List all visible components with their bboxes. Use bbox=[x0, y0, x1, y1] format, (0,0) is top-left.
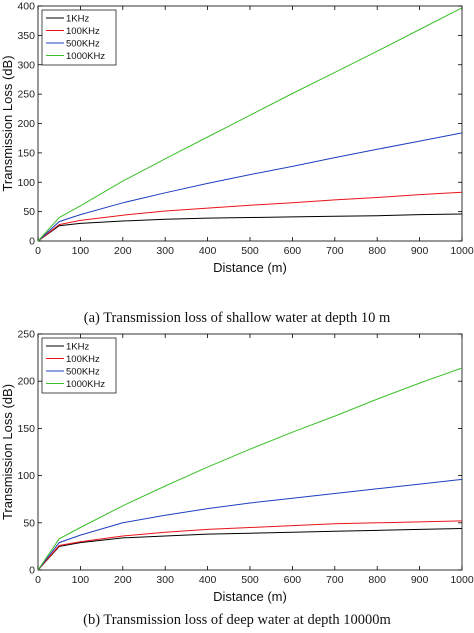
chart-a-xtick-label: 600 bbox=[284, 245, 302, 257]
chart-b-y-axis-label: Transmission Loss (dB) bbox=[0, 384, 15, 520]
chart-a-series-500khz bbox=[37, 132, 463, 242]
chart-a-ytick-label: 50 bbox=[23, 206, 35, 218]
chart-b-series-500khz bbox=[37, 478, 463, 571]
chart-a-xtick-label: 800 bbox=[368, 245, 386, 257]
chart-a-series-1khz bbox=[37, 213, 463, 242]
chart-a-legend-label: 500KHz bbox=[66, 39, 100, 50]
chart-b-legend bbox=[41, 337, 117, 394]
chart-a-series-100khz bbox=[37, 191, 463, 242]
chart-a-ytick-label: 100 bbox=[17, 177, 35, 189]
chart-a-legend-label: 1000KHz bbox=[66, 51, 105, 62]
chart-a-y-axis-label: Transmission Loss (dB) bbox=[0, 55, 15, 191]
chart-a-legend-label: 100KHz bbox=[66, 26, 100, 37]
chart-b-xtick-label: 900 bbox=[411, 574, 429, 586]
chart-a-ytick-label: 350 bbox=[17, 30, 35, 42]
chart-a-ytick-label: 250 bbox=[17, 89, 35, 101]
chart-b-series-100khz bbox=[37, 520, 463, 571]
chart-b-legend-label: 500KHz bbox=[66, 367, 100, 378]
chart-a-ytick-label: 0 bbox=[29, 236, 35, 248]
chart-b-ytick-label: 0 bbox=[29, 565, 35, 577]
chart-a-xtick-label: 300 bbox=[156, 245, 174, 257]
chart-b-xtick-label: 800 bbox=[368, 574, 386, 586]
chart-b-xtick-label: 0 bbox=[35, 574, 41, 586]
chart-b-ytick-label: 150 bbox=[17, 423, 35, 435]
chart-a-xtick-label: 400 bbox=[199, 245, 217, 257]
chart-b-xtick-label: 500 bbox=[241, 574, 259, 586]
chart-a-series-1000khz bbox=[37, 7, 463, 242]
chart-b-ytick-label: 200 bbox=[17, 376, 35, 388]
chart-b-xtick-label: 200 bbox=[114, 574, 132, 586]
chart-b-xtick-label: 100 bbox=[72, 574, 90, 586]
chart-a-xtick-label: 0 bbox=[35, 245, 41, 257]
chart-a-xtick-label: 500 bbox=[241, 245, 259, 257]
chart-b-legend-label: 1KHz bbox=[66, 342, 89, 353]
chart-b-ytick-label: 50 bbox=[23, 517, 35, 529]
chart-a-ytick-label: 300 bbox=[17, 59, 35, 71]
chart-a-xtick-label: 900 bbox=[411, 245, 429, 257]
chart-a-ytick-label: 200 bbox=[17, 118, 35, 130]
caption-b: (b) Transmission loss of deep water at d… bbox=[83, 612, 391, 628]
caption-a: (a) Transmission loss of shallow water a… bbox=[83, 310, 391, 326]
chart-b-xtick-label: 300 bbox=[156, 574, 174, 586]
chart-a-x-axis-label: Distance (m) bbox=[213, 260, 287, 275]
chart-a-ytick-label: 150 bbox=[17, 147, 35, 159]
chart-b-xtick-label: 400 bbox=[199, 574, 217, 586]
chart-b-legend-label: 1000KHz bbox=[66, 379, 105, 390]
chart-a: 0 100 200 300 400 500 600 700 800 900 1000 0 50 100 15… bbox=[0, 1, 474, 276]
chart-a-xtick-label: 700 bbox=[326, 245, 344, 257]
chart-b: 0 100 200 300 400 500 600 700 800 900 1000 0 50 100 15… bbox=[0, 330, 474, 604]
chart-b-ytick-label: 100 bbox=[17, 470, 35, 482]
chart-b-xtick-label: 700 bbox=[326, 574, 344, 586]
chart-b-legend-label: 100KHz bbox=[66, 354, 100, 365]
chart-b-ytick-label: 250 bbox=[17, 330, 35, 341]
chart-a-xtick-label: 1000 bbox=[450, 245, 474, 257]
chart-a-xtick-label: 100 bbox=[72, 245, 90, 257]
chart-a-xtick-label: 200 bbox=[114, 245, 132, 257]
chart-b-series-1000khz bbox=[37, 367, 463, 571]
chart-b-series-1khz bbox=[37, 528, 463, 571]
chart-b-xtick-label: 1000 bbox=[450, 574, 474, 586]
chart-a-ytick-label: 400 bbox=[17, 1, 35, 13]
chart-a-legend-label: 1KHz bbox=[66, 14, 89, 25]
chart-b-x-axis-label: Distance (m) bbox=[213, 589, 287, 604]
chart-b-xtick-label: 600 bbox=[284, 574, 302, 586]
